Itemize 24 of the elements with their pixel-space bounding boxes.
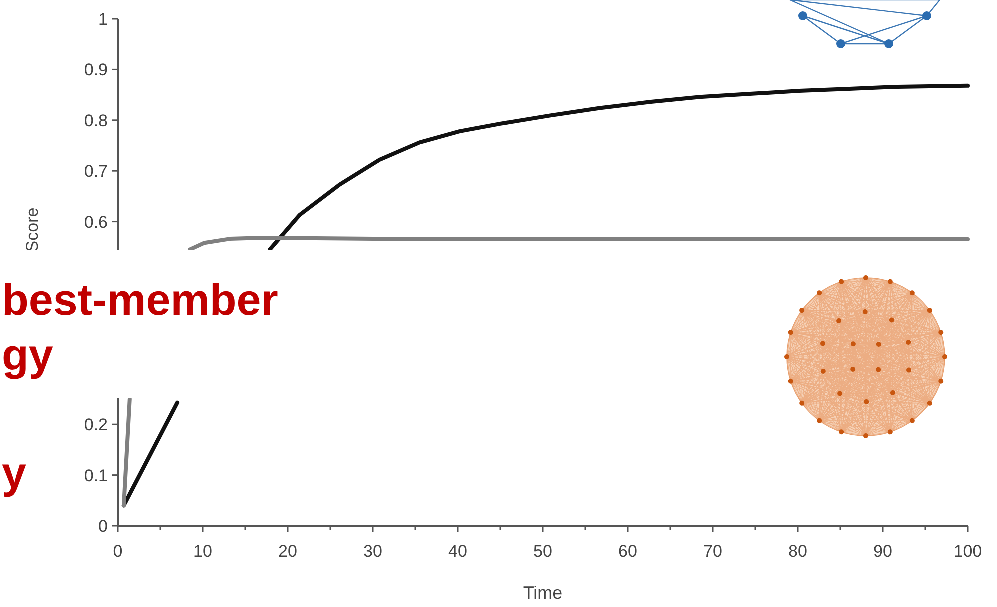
y-tick-label: 1 — [98, 10, 108, 29]
x-tick-label: 80 — [788, 542, 808, 561]
annotation: best-member — [2, 276, 278, 325]
y-tick-label: 0.6 — [84, 212, 108, 232]
y-tick-label: 0.2 — [84, 416, 108, 435]
y-tick-label: 0.7 — [84, 162, 108, 182]
x-tick-label: 40 — [448, 542, 468, 561]
x-tick-label: 90 — [874, 542, 892, 561]
text: y — [2, 449, 27, 498]
x-tick-label: 20 — [278, 542, 298, 561]
y-tick-label: 0.1 — [84, 466, 108, 486]
x-tick-label: 100 — [954, 542, 982, 561]
x-tick-label: 30 — [364, 542, 382, 561]
x-tick-label: 0 — [113, 542, 123, 561]
text: gy — [2, 331, 54, 380]
x-tick-label: 70 — [704, 542, 722, 561]
x-tick-label: 60 — [618, 542, 638, 561]
y-tick-label: 0.9 — [84, 60, 108, 80]
y-axis-title: Score — [23, 208, 42, 252]
y-tick-label: 0.8 — [84, 111, 108, 130]
x-axis-title: Time — [523, 583, 563, 603]
y-tick-label: 0 — [98, 517, 108, 536]
x-tick-label: 50 — [534, 542, 552, 561]
x-tick-label: 10 — [194, 542, 212, 561]
